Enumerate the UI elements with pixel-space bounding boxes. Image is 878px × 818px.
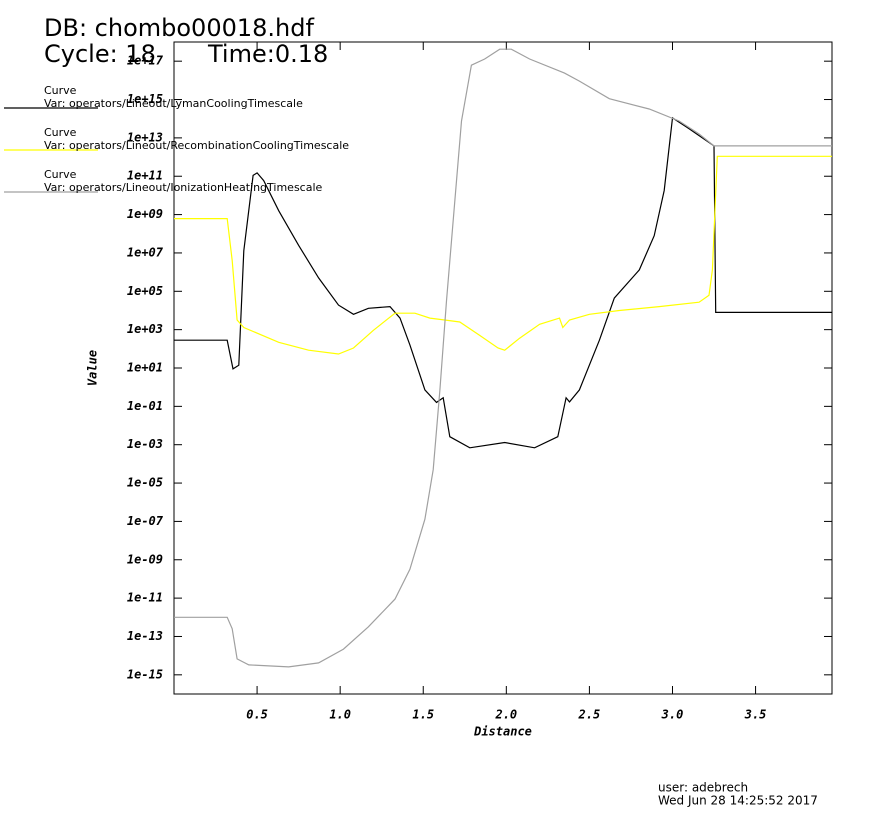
plot-area	[174, 48, 832, 668]
y-tick-label: 1e+07	[127, 245, 164, 259]
x-tick-label: 2.0	[494, 708, 517, 722]
x-tick-label: 3.0	[661, 708, 684, 722]
y-tick-label: 1e-15	[127, 667, 163, 681]
legend-label: Var: operators/Lineout/RecombinationCool…	[44, 139, 349, 152]
y-tick-label: 1e+13	[127, 130, 163, 144]
y-tick-label: 1e+11	[127, 169, 163, 183]
y-tick-label: 1e+03	[127, 322, 163, 336]
legend-header: Curve	[44, 84, 77, 97]
data-line	[174, 116, 832, 449]
date-label: Wed Jun 28 14:25:52 2017	[658, 794, 818, 808]
y-tick-label: 1e+15	[127, 92, 163, 106]
y-tick-label: 1e+05	[127, 284, 163, 298]
y-tick-label: 1e+01	[127, 361, 163, 375]
data-line	[174, 48, 832, 668]
legend-label: Var: operators/Lineout/LymanCoolingTimes…	[44, 97, 303, 110]
x-tick-label: 1.5	[412, 708, 434, 722]
y-tick-label: 1e-07	[127, 514, 164, 528]
x-axis-label: Distance	[473, 725, 532, 739]
x-tick-label: 0.5	[246, 708, 268, 722]
y-tick-label: 1e-01	[127, 399, 163, 413]
time-label: Time:0.18	[207, 40, 328, 68]
y-tick-label: 1e-13	[127, 629, 163, 643]
data-line	[174, 155, 832, 355]
y-tick-label: 1e+09	[127, 207, 163, 221]
chart-title: DB: chombo00018.hdf	[44, 14, 314, 42]
legend-header: Curve	[44, 168, 77, 181]
y-tick-label: 1e-05	[127, 476, 163, 490]
y-tick-label: 1e-03	[127, 437, 163, 451]
y-tick-label: 1e-09	[127, 552, 163, 566]
user-label: user: adebrech	[658, 781, 748, 795]
x-tick-label: 1.0	[329, 708, 351, 722]
y-tick-label: 1e-11	[127, 591, 163, 605]
y-tick-label: 1e+17	[127, 54, 164, 68]
y-axis-label: Value	[86, 350, 100, 386]
x-tick-label: 2.5	[578, 708, 601, 722]
legend-header: Curve	[44, 126, 77, 139]
cycle-label: Cycle: 18	[44, 40, 156, 68]
legend-label: Var: operators/Lineout/IonizationHeating…	[44, 181, 323, 194]
x-tick-label: 3.5	[744, 708, 767, 722]
